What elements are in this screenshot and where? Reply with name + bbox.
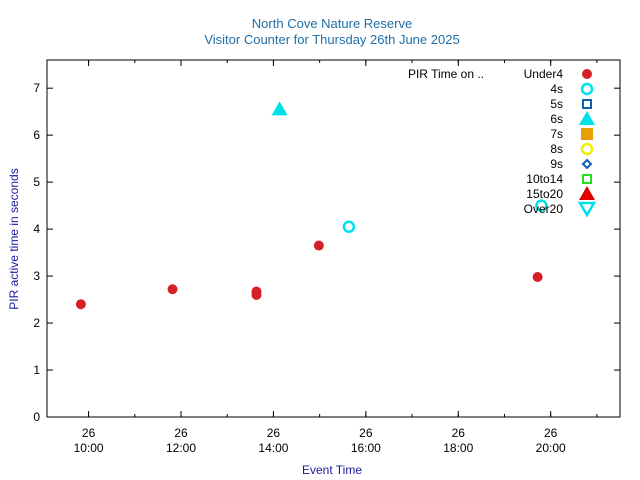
point-4s (535, 199, 548, 212)
data-points (75, 101, 548, 310)
y-tick-label: 6 (33, 128, 40, 142)
legend-title: PIR Time on .. (408, 67, 484, 81)
legend-marker-over20 (577, 201, 597, 218)
y-tick-label: 1 (33, 363, 40, 377)
legend-marker-4s (580, 82, 594, 96)
point-4s (342, 220, 356, 234)
legend-marker-15to20 (579, 186, 595, 200)
plot-frame (46, 59, 621, 418)
x-tick-label: 12:00 (166, 441, 196, 455)
legend-marker-7s (581, 128, 593, 140)
legend-label-5s: 5s (550, 97, 563, 111)
legend-label-15to20: 15to20 (526, 187, 563, 201)
x-tick-day: 26 (267, 426, 281, 440)
x-tick-day: 26 (174, 426, 188, 440)
legend-marker-6s (579, 111, 595, 125)
point-under4 (251, 289, 262, 300)
y-tick-label: 4 (33, 222, 40, 236)
y-tick-label: 5 (33, 175, 40, 189)
legend-marker-9s (581, 158, 593, 170)
y-axis-label: PIR active time in seconds (7, 168, 21, 309)
y-tick-label: 7 (33, 81, 40, 95)
chart-title: North Cove Nature Reserve (252, 16, 412, 31)
x-tick-day: 26 (452, 426, 466, 440)
x-tick-day: 26 (359, 426, 373, 440)
legend-label-10to14: 10to14 (526, 172, 563, 186)
legend-marker-5s (582, 99, 592, 109)
legend-marker-8s (580, 142, 594, 156)
legend: PIR Time on .. Under44s5s6s7s8s9s10to1415… (408, 67, 597, 218)
chart-subtitle: Visitor Counter for Thursday 26th June 2… (204, 32, 459, 47)
legend-label-7s: 7s (550, 127, 563, 141)
legend-marker-10to14 (582, 174, 592, 184)
legend-label-6s: 6s (550, 112, 563, 126)
legend-label-8s: 8s (550, 142, 563, 156)
legend-label-4s: 4s (550, 82, 563, 96)
y-tick-label: 2 (33, 316, 40, 330)
x-tick-label: 14:00 (258, 441, 288, 455)
x-tick-label: 18:00 (443, 441, 473, 455)
legend-label-under4: Under4 (524, 67, 564, 81)
point-under4 (75, 299, 86, 310)
legend-marker-under4 (582, 69, 592, 79)
y-tick-label: 3 (33, 269, 40, 283)
point-under4 (532, 272, 543, 283)
x-tick-day: 26 (82, 426, 96, 440)
x-axis-label: Event Time (302, 463, 362, 477)
point-under4 (313, 240, 324, 251)
legend-label-over20: Over20 (524, 202, 564, 216)
x-tick-label: 20:00 (536, 441, 566, 455)
x-tick-label: 10:00 (74, 441, 104, 455)
point-under4 (167, 284, 178, 295)
y-tick-label: 0 (33, 410, 40, 424)
x-tick-day: 26 (544, 426, 558, 440)
plot-area: 012345672610:002612:002614:002616:002618… (33, 59, 621, 455)
point-6s (271, 101, 288, 116)
legend-label-9s: 9s (550, 157, 563, 171)
x-tick-label: 16:00 (351, 441, 381, 455)
